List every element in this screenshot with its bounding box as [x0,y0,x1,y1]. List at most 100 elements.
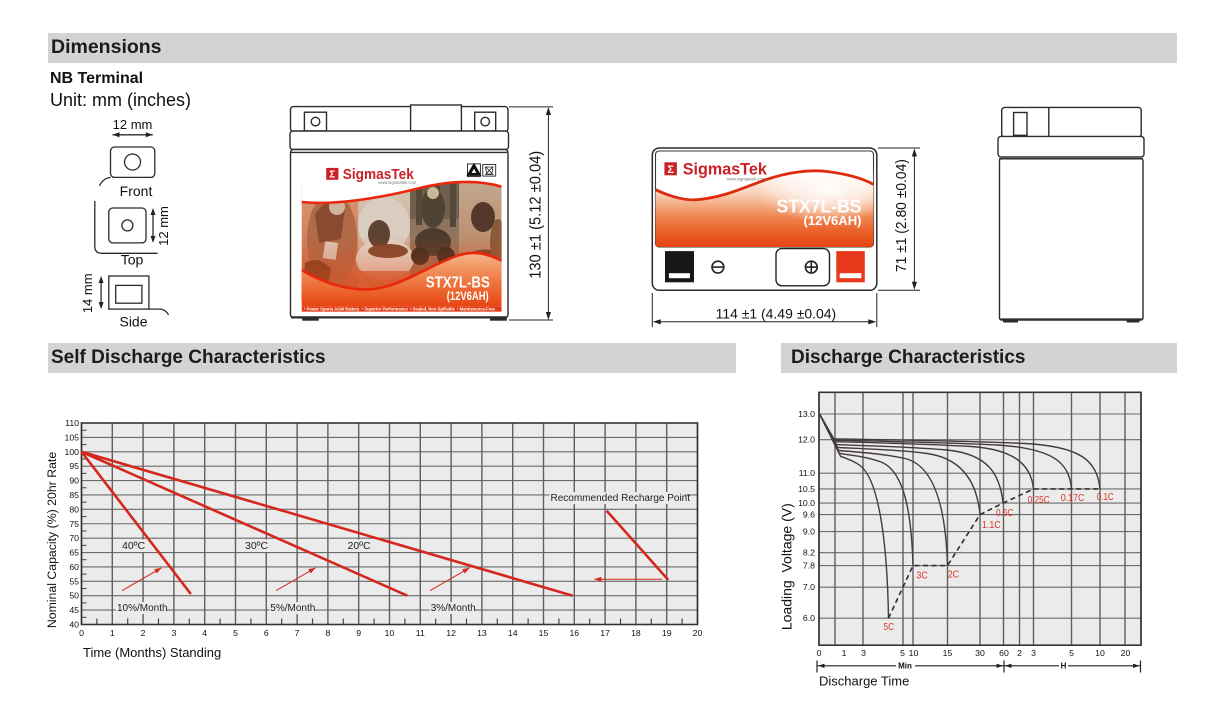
svg-text:17: 17 [600,628,610,638]
svg-text:Recommended Recharge Point: Recommended Recharge Point [551,493,691,504]
svg-text:10: 10 [909,648,919,658]
svg-text:85: 85 [69,490,79,500]
svg-text:40ºC: 40ºC [122,540,146,552]
svg-text:0.1C: 0.1C [1097,491,1114,503]
svg-text:20: 20 [693,628,703,638]
svg-text:Min: Min [898,662,912,671]
svg-text:2: 2 [1017,648,1022,658]
svg-text:(12V6AH): (12V6AH) [804,213,862,228]
svg-text:STX7L-BS: STX7L-BS [777,197,862,217]
svg-text:5%/Month: 5%/Month [270,603,315,614]
svg-text:16: 16 [569,628,579,638]
svg-text:100: 100 [65,447,80,457]
svg-text:STX7L-BS: STX7L-BS [426,274,490,291]
svg-text:70: 70 [69,533,79,543]
svg-text:11: 11 [416,628,425,638]
svg-text:H: H [1061,662,1067,671]
svg-text:0.17C: 0.17C [1061,492,1085,504]
svg-text:15: 15 [943,648,953,658]
svg-text:114 ±1 (4.49 ±0.04): 114 ±1 (4.49 ±0.04) [716,306,837,322]
svg-text:6: 6 [264,628,269,638]
svg-text:75: 75 [69,519,79,529]
svg-text:5C: 5C [884,621,895,633]
svg-text:19: 19 [662,628,672,638]
svg-text:90: 90 [69,476,79,486]
svg-text:10.5: 10.5 [798,484,815,494]
svg-text:Nominal Capacity (%) 20hr Rate: Nominal Capacity (%) 20hr Rate [45,452,59,628]
svg-text:Σ: Σ [667,164,674,176]
svg-text:5: 5 [1069,648,1074,658]
svg-text:6.0: 6.0 [803,613,815,623]
svg-text:3%/Month: 3%/Month [431,603,476,614]
svg-text:7.8: 7.8 [803,561,815,571]
svg-text:www.sigmastek.com: www.sigmastek.com [378,180,416,185]
svg-text:18: 18 [631,628,641,638]
svg-text:(12V6AH): (12V6AH) [447,289,489,303]
svg-text:13: 13 [477,628,487,638]
svg-text:60: 60 [69,562,79,572]
svg-text:Time (Months) Standing: Time (Months) Standing [83,645,221,660]
svg-text:8.2: 8.2 [803,548,815,558]
svg-text:55: 55 [69,576,79,586]
svg-text:7: 7 [295,628,300,638]
svg-text:3: 3 [861,648,866,658]
svg-text:10.0: 10.0 [798,498,815,508]
svg-text:12: 12 [446,628,456,638]
svg-text:3C: 3C [916,570,928,582]
svg-text:• Power Sports AGM Battery •: • Power Sports AGM Battery • Superior Pe… [304,307,496,312]
svg-text:40: 40 [69,620,79,630]
svg-text:30ºC: 30ºC [245,540,269,552]
svg-text:7.0: 7.0 [803,582,815,592]
svg-text:Discharge Time: Discharge Time [819,674,909,689]
svg-text:110: 110 [65,418,79,428]
svg-text:130 ±1 (5.12 ±0.04): 130 ±1 (5.12 ±0.04) [528,151,545,279]
svg-text:3: 3 [1031,648,1036,658]
svg-text:1.1C: 1.1C [982,519,1001,531]
svg-text:9.0: 9.0 [803,527,815,537]
svg-text:65: 65 [69,548,79,558]
svg-text:15: 15 [539,628,549,638]
svg-text:105: 105 [65,432,80,442]
svg-text:80: 80 [69,504,79,514]
svg-text:14: 14 [508,628,518,638]
svg-text:1: 1 [842,648,847,658]
svg-text:Σ: Σ [329,170,335,181]
svg-text:Loading Voltage (V): Loading Voltage (V) [779,503,795,630]
svg-text:2C: 2C [948,569,960,581]
svg-text:3: 3 [171,628,176,638]
svg-text:8: 8 [325,628,330,638]
svg-text:9.6: 9.6 [803,510,815,520]
svg-text:4: 4 [202,628,207,638]
svg-text:5: 5 [900,648,905,658]
svg-text:www.sigmastek.com: www.sigmastek.com [727,176,766,181]
svg-text:12 mm: 12 mm [156,206,171,246]
svg-text:Top: Top [121,252,144,268]
svg-text:0: 0 [79,628,84,638]
svg-text:11.0: 11.0 [799,468,815,478]
svg-text:13.0: 13.0 [798,409,815,419]
svg-text:12.0: 12.0 [798,435,815,445]
svg-text:Side: Side [119,314,147,330]
svg-text:95: 95 [69,461,79,471]
svg-text:SigmasTek: SigmasTek [343,166,415,183]
svg-text:2: 2 [141,628,146,638]
svg-text:12 mm: 12 mm [113,117,153,132]
svg-text:14 mm: 14 mm [80,273,95,313]
svg-text:50: 50 [69,591,79,601]
svg-text:5: 5 [233,628,238,638]
svg-text:45: 45 [69,605,79,615]
svg-text:60: 60 [999,648,1009,658]
svg-text:SigmasTek: SigmasTek [683,159,768,178]
svg-text:10: 10 [385,628,395,638]
svg-text:20ºC: 20ºC [348,540,372,552]
svg-text:0.6C: 0.6C [996,507,1014,519]
svg-text:20: 20 [1121,648,1131,658]
svg-text:71 ±1 (2.80 ±0.04): 71 ±1 (2.80 ±0.04) [893,159,910,272]
svg-text:10%/Month: 10%/Month [117,603,168,614]
svg-text:1: 1 [110,628,115,638]
svg-text:0.25C: 0.25C [1028,494,1050,506]
svg-text:9: 9 [356,628,361,638]
svg-text:Front: Front [120,183,153,199]
svg-text:0: 0 [817,648,822,658]
svg-text:30: 30 [975,648,985,658]
